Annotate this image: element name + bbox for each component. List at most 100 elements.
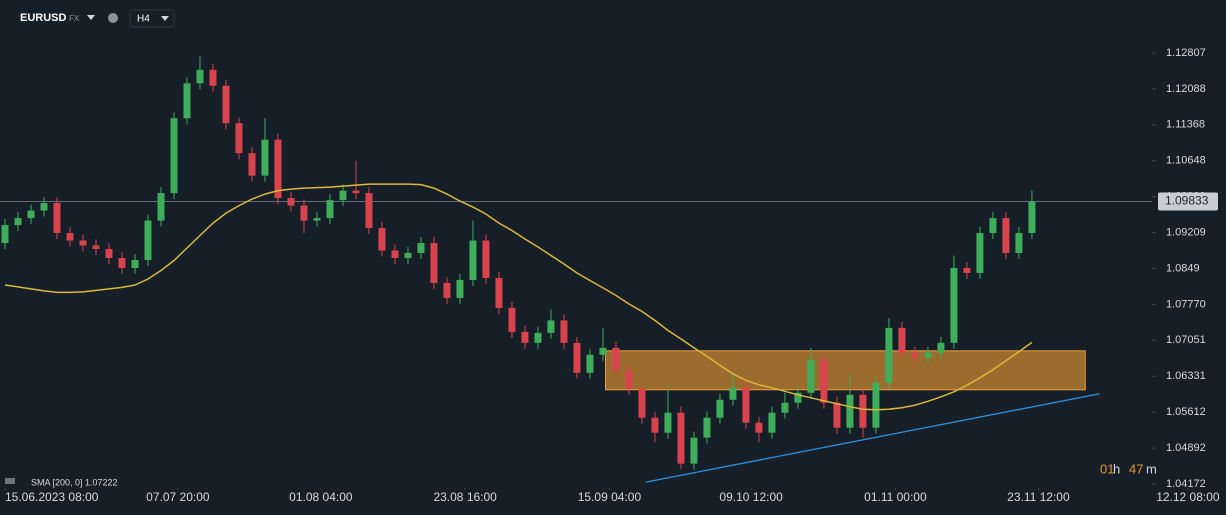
candle-body	[131, 259, 139, 268]
x-tick-label: 09.10 12:00	[719, 490, 783, 504]
last-price-label: 1.09833	[1165, 194, 1209, 208]
candle-body	[989, 218, 997, 234]
candle-body	[92, 245, 100, 250]
candle-body	[612, 347, 620, 371]
candle-body	[287, 198, 295, 206]
candle-body	[963, 267, 971, 273]
symbol-dropdown[interactable]	[87, 15, 95, 20]
candle-body	[365, 193, 373, 229]
candle-body	[755, 422, 763, 433]
trendline	[645, 393, 1100, 483]
candle-body	[222, 85, 230, 124]
y-tick-label: 1.04892	[1166, 442, 1206, 454]
x-tick-label: 15.09 04:00	[578, 490, 642, 504]
candle-body	[690, 437, 698, 464]
candle-body	[911, 352, 919, 358]
candle-body	[664, 412, 672, 433]
x-tick-label: 15.06.2023 08:00	[5, 490, 99, 504]
candle-body	[469, 240, 477, 280]
plot: 1.128071.120881.113681.106481.099291.092…	[0, 47, 1220, 504]
candle-body	[898, 327, 906, 353]
candle-body	[170, 118, 178, 194]
candle-body	[625, 370, 633, 389]
candle-body	[40, 203, 48, 211]
candle-body	[950, 267, 958, 343]
y-tick-label: 1.09209	[1166, 226, 1206, 238]
y-tick-label: 1.07770	[1166, 298, 1206, 310]
candle-body	[66, 233, 74, 241]
candle-body	[326, 200, 334, 219]
candle-body	[352, 190, 360, 194]
y-tick-label: 1.12088	[1166, 83, 1206, 95]
candle-body	[456, 279, 464, 298]
candle-body	[391, 250, 399, 258]
candle-body	[651, 417, 659, 433]
timeframe-box[interactable]	[129, 9, 175, 28]
candle-body	[1028, 201, 1036, 234]
candle-body	[261, 139, 269, 176]
candle-body	[807, 359, 815, 393]
candle-body	[768, 412, 776, 433]
candle-body	[716, 399, 724, 418]
candle-body	[339, 190, 347, 201]
countdown: 47	[1129, 461, 1143, 476]
candle-body	[274, 139, 282, 199]
candle-body	[209, 69, 217, 86]
y-tick-label: 1.07051	[1166, 334, 1206, 346]
candle-body	[1, 225, 9, 244]
candle-body	[885, 327, 893, 383]
x-tick-label: 23.11 12:00	[1007, 490, 1070, 504]
candle-body	[638, 388, 646, 418]
candle-body	[443, 282, 451, 298]
last-price-box	[1158, 192, 1218, 211]
candle-body	[534, 332, 542, 343]
candle-body	[703, 417, 711, 438]
candle-body	[976, 233, 984, 273]
candle-body	[924, 352, 932, 358]
y-tick-label: 1.04172	[1166, 478, 1206, 490]
candle-body	[14, 218, 22, 226]
candle-body	[482, 240, 490, 278]
timeframe[interactable]: H4	[137, 14, 150, 25]
info-icon[interactable]	[108, 13, 118, 23]
countdown: 01	[1100, 461, 1114, 476]
y-tick-label: 1.12807	[1166, 47, 1206, 59]
indicator-icon[interactable]	[5, 478, 15, 484]
candle-body	[833, 402, 841, 428]
y-tick-label: 1.06331	[1166, 370, 1206, 382]
countdown: h	[1113, 461, 1120, 476]
timeframe-dropdown[interactable]	[161, 16, 169, 21]
x-tick-label: 12.12 08:00	[1156, 490, 1220, 504]
candle-body	[430, 243, 438, 283]
sma-legend: SMA [200, 0] 1.07222	[31, 477, 118, 487]
candle-body	[560, 320, 568, 343]
y-tick-label: 1.05612	[1166, 406, 1206, 418]
x-tick-label: 01.11 00:00	[864, 490, 927, 504]
candle-body	[937, 342, 945, 353]
candle-body	[248, 153, 256, 176]
candle-body	[300, 205, 308, 221]
candle-body	[196, 69, 204, 84]
candle-body	[729, 387, 737, 400]
candle-body	[79, 240, 87, 246]
candle-body	[1015, 233, 1023, 254]
candle-body	[820, 359, 828, 403]
candle-body	[547, 320, 555, 333]
candle-body	[157, 193, 165, 221]
candle-body	[677, 412, 685, 464]
candle-body	[313, 218, 321, 221]
candle-body	[378, 228, 386, 251]
candle-body	[53, 203, 61, 234]
candle-body	[404, 253, 412, 258]
zone	[605, 350, 1086, 391]
candle-body	[573, 342, 581, 373]
candle-body	[859, 394, 867, 428]
candle-body	[872, 382, 880, 428]
candle-body	[105, 249, 113, 258]
candle-body	[1002, 218, 1010, 254]
candle-body	[118, 257, 126, 268]
symbol[interactable]: EURUSD	[20, 12, 67, 24]
